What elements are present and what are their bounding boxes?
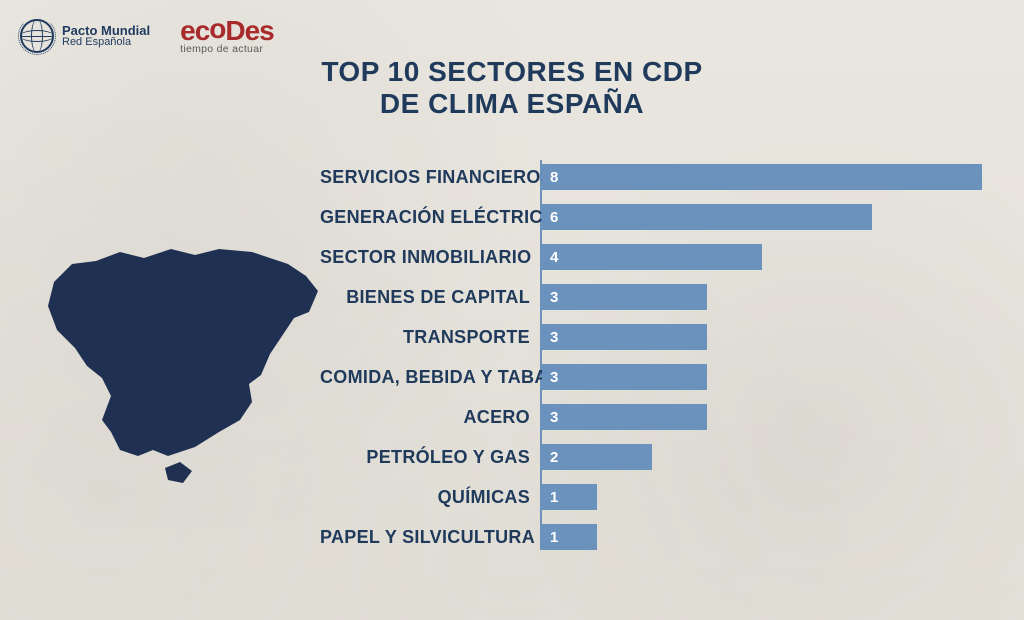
bar-wrap: 3 [540,324,994,350]
bar: 4 [542,244,762,270]
bar-wrap: 4 [540,244,994,270]
ecodes-wordmark: ecoDes [180,18,274,43]
sector-bar-chart: SERVICIOS FINANCIEROS8GENERACIÓN ELÉCTRI… [320,160,994,560]
chart-row: GENERACIÓN ELÉCTRICA6 [320,204,994,230]
bar-wrap: 2 [540,444,994,470]
bar-label: ACERO [320,407,540,428]
page-title: TOP 10 SECTORES EN CDP DE CLIMA ESPAÑA [0,56,1024,120]
title-line2: DE CLIMA ESPAÑA [0,88,1024,120]
bar-label: PAPEL Y SILVICULTURA [320,527,540,548]
chart-row: TRANSPORTE3 [320,324,994,350]
bar-label: SERVICIOS FINANCIEROS [320,167,540,188]
bar-wrap: 3 [540,364,994,390]
globe-icon [20,19,54,53]
bar-label: GENERACIÓN ELÉCTRICA [320,207,540,228]
bar: 8 [542,164,982,190]
bar-label: QUÍMICAS [320,487,540,508]
bar-wrap: 1 [540,484,994,510]
spain-map [30,210,330,510]
bar-label: BIENES DE CAPITAL [320,287,540,308]
bar: 3 [542,364,707,390]
bar: 1 [542,484,597,510]
bar: 3 [542,284,707,310]
chart-row: ACERO3 [320,404,994,430]
bar-wrap: 3 [540,404,994,430]
chart-row: BIENES DE CAPITAL3 [320,284,994,310]
bar: 1 [542,524,597,550]
bar: 2 [542,444,652,470]
ecodes-tagline: tiempo de actuar [180,45,274,54]
bar: 6 [542,204,872,230]
logo-ecodes: ecoDes tiempo de actuar [180,18,274,55]
chart-row: PAPEL Y SILVICULTURA1 [320,524,994,550]
bar: 3 [542,324,707,350]
bar-wrap: 1 [540,524,994,550]
chart-row: QUÍMICAS1 [320,484,994,510]
chart-rows: SERVICIOS FINANCIEROS8GENERACIÓN ELÉCTRI… [320,164,994,550]
bar-label: TRANSPORTE [320,327,540,348]
chart-row: PETRÓLEO Y GAS2 [320,444,994,470]
bar-label: SECTOR INMOBILIARIO [320,247,540,268]
bar-wrap: 3 [540,284,994,310]
bar: 3 [542,404,707,430]
logos-row: Pacto Mundial Red Española ecoDes tiempo… [20,18,274,55]
chart-row: SERVICIOS FINANCIEROS8 [320,164,994,190]
chart-row: SECTOR INMOBILIARIO4 [320,244,994,270]
title-line1: TOP 10 SECTORES EN CDP [0,56,1024,88]
bar-wrap: 6 [540,204,994,230]
bar-label: PETRÓLEO Y GAS [320,447,540,468]
spain-silhouette-icon [30,210,330,510]
pacto-line2: Red Española [62,37,150,48]
chart-row: COMIDA, BEBIDA Y TABACO3 [320,364,994,390]
bar-wrap: 8 [540,164,994,190]
logo-pacto-mundial: Pacto Mundial Red Española [20,19,150,53]
bar-label: COMIDA, BEBIDA Y TABACO [320,367,540,388]
